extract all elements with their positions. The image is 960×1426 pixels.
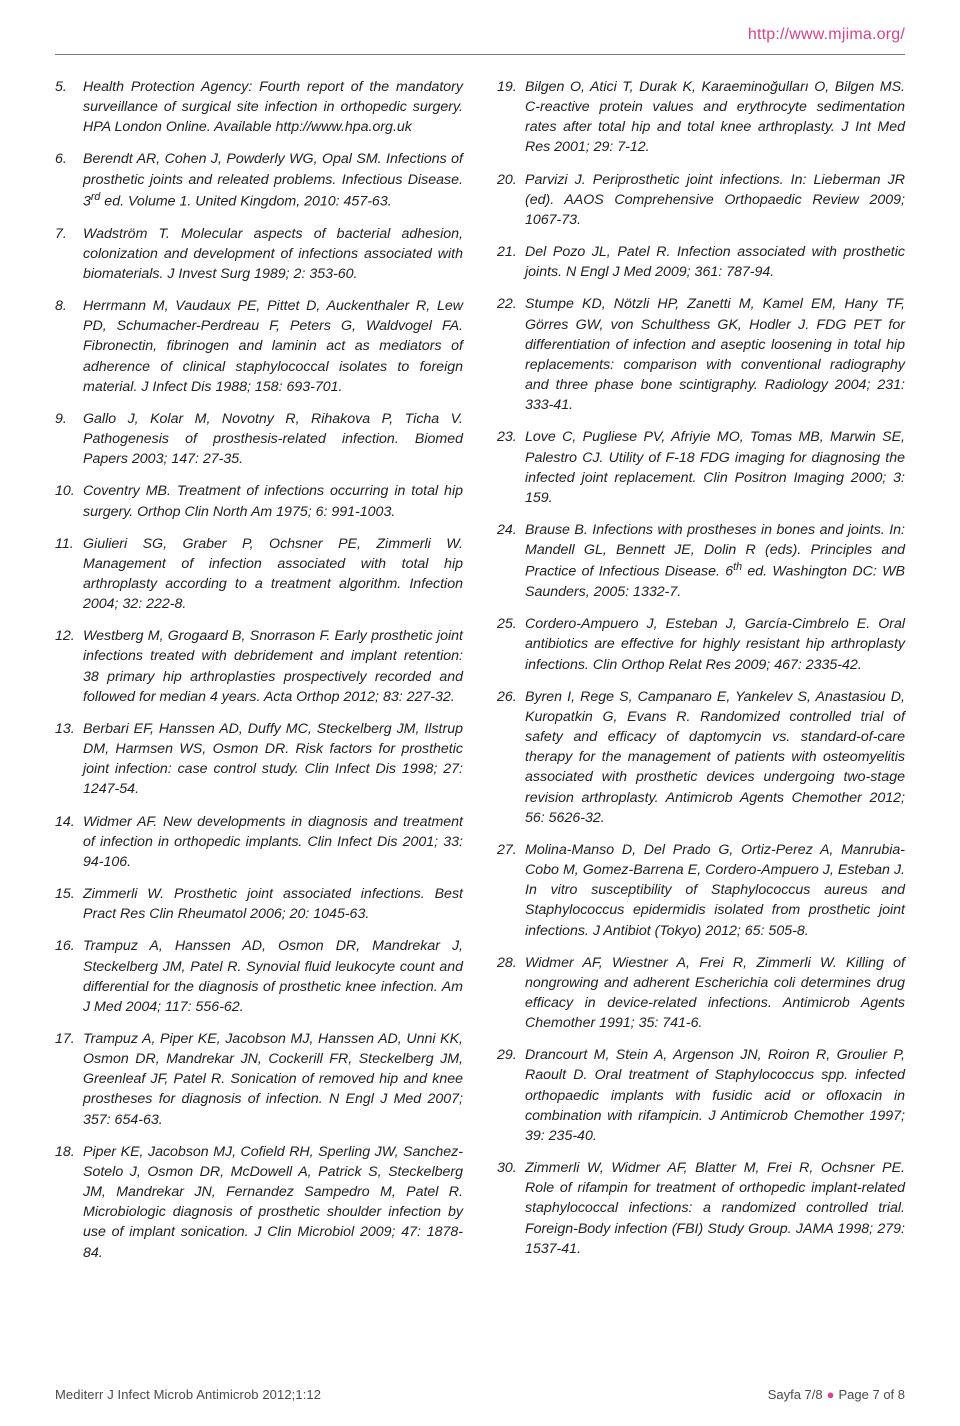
reference-item: 30.Zimmerli W, Widmer AF, Blatter M, Fre… bbox=[497, 1158, 905, 1259]
reference-item: 21.Del Pozo JL, Patel R. Infection assoc… bbox=[497, 242, 905, 282]
footer-page-tr: Sayfa 7/8 bbox=[768, 1387, 823, 1402]
reference-text: Wadström T. Molecular aspects of bacteri… bbox=[83, 224, 463, 284]
reference-text: Love C, Pugliese PV, Afriyie MO, Tomas M… bbox=[525, 427, 905, 508]
reference-item: 14.Widmer AF. New developments in diagno… bbox=[55, 812, 463, 872]
reference-item: 15.Zimmerli W. Prosthetic joint associat… bbox=[55, 884, 463, 924]
reference-item: 19.Bilgen O, Atici T, Durak K, Karaemino… bbox=[497, 77, 905, 158]
reference-text: Bilgen O, Atici T, Durak K, Karaeminoğul… bbox=[525, 77, 905, 158]
reference-number: 19. bbox=[497, 77, 525, 158]
reference-item: 18.Piper KE, Jacobson MJ, Cofield RH, Sp… bbox=[55, 1142, 463, 1263]
reference-number: 23. bbox=[497, 427, 525, 508]
reference-text: Widmer AF, Wiestner A, Frei R, Zimmerli … bbox=[525, 953, 905, 1034]
reference-number: 16. bbox=[55, 936, 83, 1017]
reference-item: 7.Wadström T. Molecular aspects of bacte… bbox=[55, 224, 463, 284]
reference-item: 6.Berendt AR, Cohen J, Powderly WG, Opal… bbox=[55, 149, 463, 211]
references-left-column: 5.Health Protection Agency: Fourth repor… bbox=[55, 77, 463, 1275]
reference-number: 29. bbox=[497, 1045, 525, 1146]
reference-item: 12.Westberg M, Grogaard B, Snorrason F. … bbox=[55, 626, 463, 707]
reference-number: 15. bbox=[55, 884, 83, 924]
reference-text: Piper KE, Jacobson MJ, Cofield RH, Sperl… bbox=[83, 1142, 463, 1263]
reference-text: Coventry MB. Treatment of infections occ… bbox=[83, 481, 463, 521]
reference-number: 26. bbox=[497, 687, 525, 828]
reference-number: 10. bbox=[55, 481, 83, 521]
reference-item: 24.Brause B. Infections with prostheses … bbox=[497, 520, 905, 602]
reference-text: Zimmerli W, Widmer AF, Blatter M, Frei R… bbox=[525, 1158, 905, 1259]
reference-number: 25. bbox=[497, 614, 525, 674]
reference-text: Giulieri SG, Graber P, Ochsner PE, Zimme… bbox=[83, 534, 463, 615]
reference-number: 27. bbox=[497, 840, 525, 941]
reference-number: 12. bbox=[55, 626, 83, 707]
reference-number: 9. bbox=[55, 409, 83, 469]
reference-number: 7. bbox=[55, 224, 83, 284]
reference-text: Widmer AF. New developments in diagnosis… bbox=[83, 812, 463, 872]
reference-item: 29.Drancourt M, Stein A, Argenson JN, Ro… bbox=[497, 1045, 905, 1146]
reference-item: 25.Cordero-Ampuero J, Esteban J, García-… bbox=[497, 614, 905, 674]
reference-item: 13.Berbari EF, Hanssen AD, Duffy MC, Ste… bbox=[55, 719, 463, 800]
reference-text: Brause B. Infections with prostheses in … bbox=[525, 520, 905, 602]
header-journal-url[interactable]: http://www.mjima.org/ bbox=[55, 26, 905, 44]
reference-number: 6. bbox=[55, 149, 83, 211]
reference-number: 11. bbox=[55, 534, 83, 615]
reference-text: Trampuz A, Piper KE, Jacobson MJ, Hansse… bbox=[83, 1029, 463, 1130]
reference-text: Parvizi J. Periprosthetic joint infectio… bbox=[525, 170, 905, 230]
reference-item: 10.Coventry MB. Treatment of infections … bbox=[55, 481, 463, 521]
footer-citation: Mediterr J Infect Microb Antimicrob 2012… bbox=[55, 1387, 321, 1402]
reference-number: 22. bbox=[497, 294, 525, 415]
reference-number: 21. bbox=[497, 242, 525, 282]
reference-item: 27.Molina-Manso D, Del Prado G, Ortiz-Pe… bbox=[497, 840, 905, 941]
reference-number: 24. bbox=[497, 520, 525, 602]
reference-number: 13. bbox=[55, 719, 83, 800]
page: http://www.mjima.org/ 5.Health Protectio… bbox=[0, 0, 960, 1426]
reference-text: Zimmerli W. Prosthetic joint associated … bbox=[83, 884, 463, 924]
reference-number: 28. bbox=[497, 953, 525, 1034]
reference-item: 11.Giulieri SG, Graber P, Ochsner PE, Zi… bbox=[55, 534, 463, 615]
reference-text: Berendt AR, Cohen J, Powderly WG, Opal S… bbox=[83, 149, 463, 211]
reference-item: 17.Trampuz A, Piper KE, Jacobson MJ, Han… bbox=[55, 1029, 463, 1130]
reference-number: 5. bbox=[55, 77, 83, 137]
reference-text: Westberg M, Grogaard B, Snorrason F. Ear… bbox=[83, 626, 463, 707]
reference-number: 30. bbox=[497, 1158, 525, 1259]
reference-text: Stumpe KD, Nötzli HP, Zanetti M, Kamel E… bbox=[525, 294, 905, 415]
top-rule bbox=[55, 54, 905, 55]
reference-text: Trampuz A, Hanssen AD, Osmon DR, Mandrek… bbox=[83, 936, 463, 1017]
reference-item: 9.Gallo J, Kolar M, Novotny R, Rihakova … bbox=[55, 409, 463, 469]
reference-number: 18. bbox=[55, 1142, 83, 1263]
footer-page-en: Page 7 of 8 bbox=[839, 1387, 906, 1402]
reference-item: 5.Health Protection Agency: Fourth repor… bbox=[55, 77, 463, 137]
reference-number: 8. bbox=[55, 296, 83, 397]
reference-text: Health Protection Agency: Fourth report … bbox=[83, 77, 463, 137]
reference-number: 20. bbox=[497, 170, 525, 230]
reference-text: Drancourt M, Stein A, Argenson JN, Roiro… bbox=[525, 1045, 905, 1146]
reference-text: Byren I, Rege S, Campanaro E, Yankelev S… bbox=[525, 687, 905, 828]
footer-page-number: Sayfa 7/8●Page 7 of 8 bbox=[768, 1387, 905, 1402]
reference-text: Gallo J, Kolar M, Novotny R, Rihakova P,… bbox=[83, 409, 463, 469]
reference-item: 22.Stumpe KD, Nötzli HP, Zanetti M, Kame… bbox=[497, 294, 905, 415]
reference-number: 14. bbox=[55, 812, 83, 872]
reference-number: 17. bbox=[55, 1029, 83, 1130]
reference-text: Del Pozo JL, Patel R. Infection associat… bbox=[525, 242, 905, 282]
bullet-icon: ● bbox=[823, 1387, 839, 1402]
reference-item: 8.Herrmann M, Vaudaux PE, Pittet D, Auck… bbox=[55, 296, 463, 397]
reference-text: Cordero-Ampuero J, Esteban J, García-Cim… bbox=[525, 614, 905, 674]
reference-columns: 5.Health Protection Agency: Fourth repor… bbox=[55, 77, 905, 1275]
reference-text: Herrmann M, Vaudaux PE, Pittet D, Aucken… bbox=[83, 296, 463, 397]
reference-item: 16.Trampuz A, Hanssen AD, Osmon DR, Mand… bbox=[55, 936, 463, 1017]
page-footer: Mediterr J Infect Microb Antimicrob 2012… bbox=[55, 1387, 905, 1402]
reference-text: Berbari EF, Hanssen AD, Duffy MC, Stecke… bbox=[83, 719, 463, 800]
reference-item: 20.Parvizi J. Periprosthetic joint infec… bbox=[497, 170, 905, 230]
reference-text: Molina-Manso D, Del Prado G, Ortiz-Perez… bbox=[525, 840, 905, 941]
reference-item: 26.Byren I, Rege S, Campanaro E, Yankele… bbox=[497, 687, 905, 828]
reference-item: 28.Widmer AF, Wiestner A, Frei R, Zimmer… bbox=[497, 953, 905, 1034]
references-right-column: 19.Bilgen O, Atici T, Durak K, Karaemino… bbox=[497, 77, 905, 1275]
reference-item: 23.Love C, Pugliese PV, Afriyie MO, Toma… bbox=[497, 427, 905, 508]
